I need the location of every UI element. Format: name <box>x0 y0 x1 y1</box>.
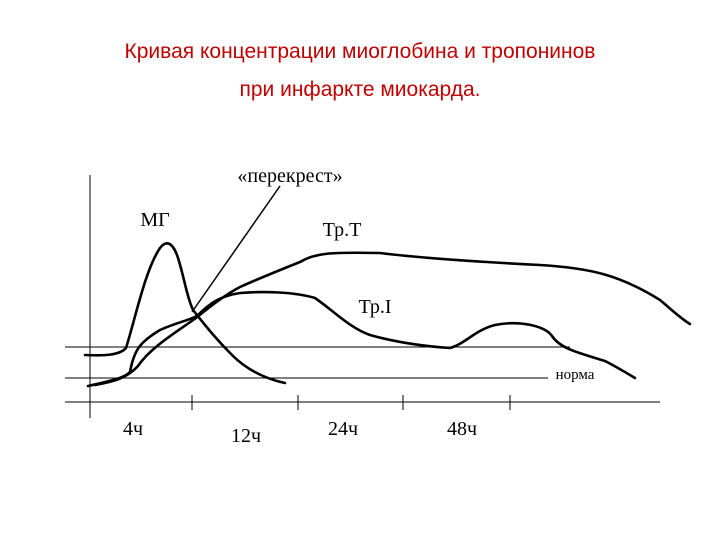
time-label: 12ч <box>231 425 261 447</box>
title-line: при инфаркте миокарда. <box>239 78 480 101</box>
curve-label: Тр.Т <box>323 219 362 241</box>
curve-label: МГ <box>140 209 169 231</box>
norm-label: норма <box>556 367 595 383</box>
mg-curve <box>83 241 287 385</box>
time-label: 48ч <box>447 418 477 440</box>
curve-label: Тр.I <box>358 296 391 318</box>
ticks <box>191 395 511 410</box>
trt-curve <box>93 251 692 387</box>
crossover-pointer <box>191 185 281 313</box>
time-label: 4ч <box>123 418 143 440</box>
annotation: «перекрест» <box>237 165 342 187</box>
tri-curve <box>86 290 637 388</box>
title-line: Кривая концентрации миоглобина и тропони… <box>125 40 596 63</box>
time-label: 24ч <box>328 418 358 440</box>
